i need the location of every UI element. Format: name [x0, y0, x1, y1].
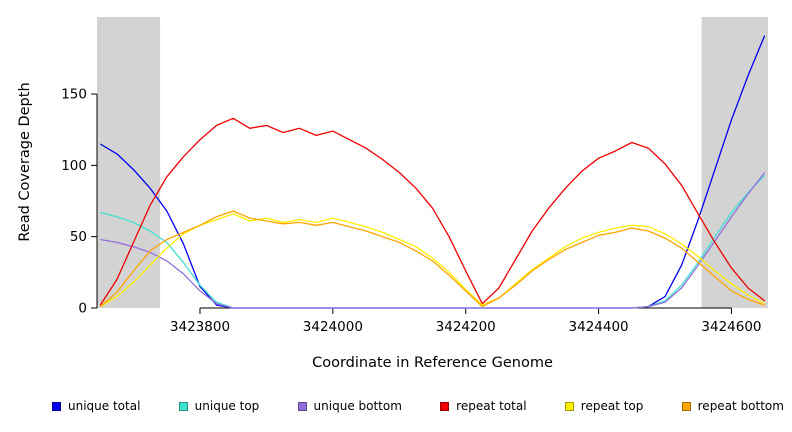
series-line-repeat-top — [99, 213, 765, 308]
series-line-unique-bottom — [100, 172, 766, 309]
legend-item: unique total — [52, 399, 140, 413]
legend-item: unique bottom — [297, 399, 402, 413]
legend-label: repeat total — [456, 399, 527, 413]
series-line-repeat-total — [99, 117, 766, 306]
legend-item: repeat top — [564, 399, 644, 413]
x-tick-label: 3424600 — [701, 319, 761, 335]
x-axis-label: Coordinate in Reference Genome — [312, 355, 553, 371]
legend-swatch — [440, 401, 450, 411]
shaded-region — [97, 17, 161, 308]
y-axis-label: Read Coverage Depth — [17, 82, 33, 242]
y-tick-label: 0 — [78, 301, 87, 317]
legend-label: repeat bottom — [697, 399, 784, 413]
legend-item: repeat bottom — [681, 399, 784, 413]
x-tick-label: 3424000 — [303, 319, 363, 335]
legend-swatch — [564, 401, 574, 411]
legend-label: unique top — [194, 399, 260, 413]
plot-area: 3423800 3424000 3424200 3424400 3424600 0 50 10… — [61, 17, 768, 335]
series-line-unique-total — [99, 35, 766, 309]
y-tick-label: 100 — [61, 158, 87, 174]
legend-swatch — [52, 401, 61, 411]
legend-swatch — [681, 401, 691, 411]
legend-label: unique bottom — [313, 399, 402, 413]
legend-swatch — [178, 401, 188, 411]
shaded-region — [701, 17, 768, 308]
x-tick-label: 3424400 — [569, 319, 629, 335]
y-tick-label: 50 — [70, 229, 87, 245]
legend-item: unique top — [178, 399, 260, 413]
legend-label: unique total — [68, 399, 141, 413]
legend: unique total unique top unique bottom re… — [52, 399, 784, 413]
legend-label: repeat top — [580, 399, 644, 413]
y-tick-label: 150 — [61, 87, 87, 103]
legend-swatch — [297, 401, 307, 411]
legend-item: repeat total — [440, 399, 527, 413]
x-tick-label: 3424200 — [436, 319, 496, 335]
series-line-unique-top — [100, 174, 766, 309]
series-line-repeat-bottom — [99, 210, 765, 308]
x-tick-label: 3423800 — [170, 319, 230, 335]
